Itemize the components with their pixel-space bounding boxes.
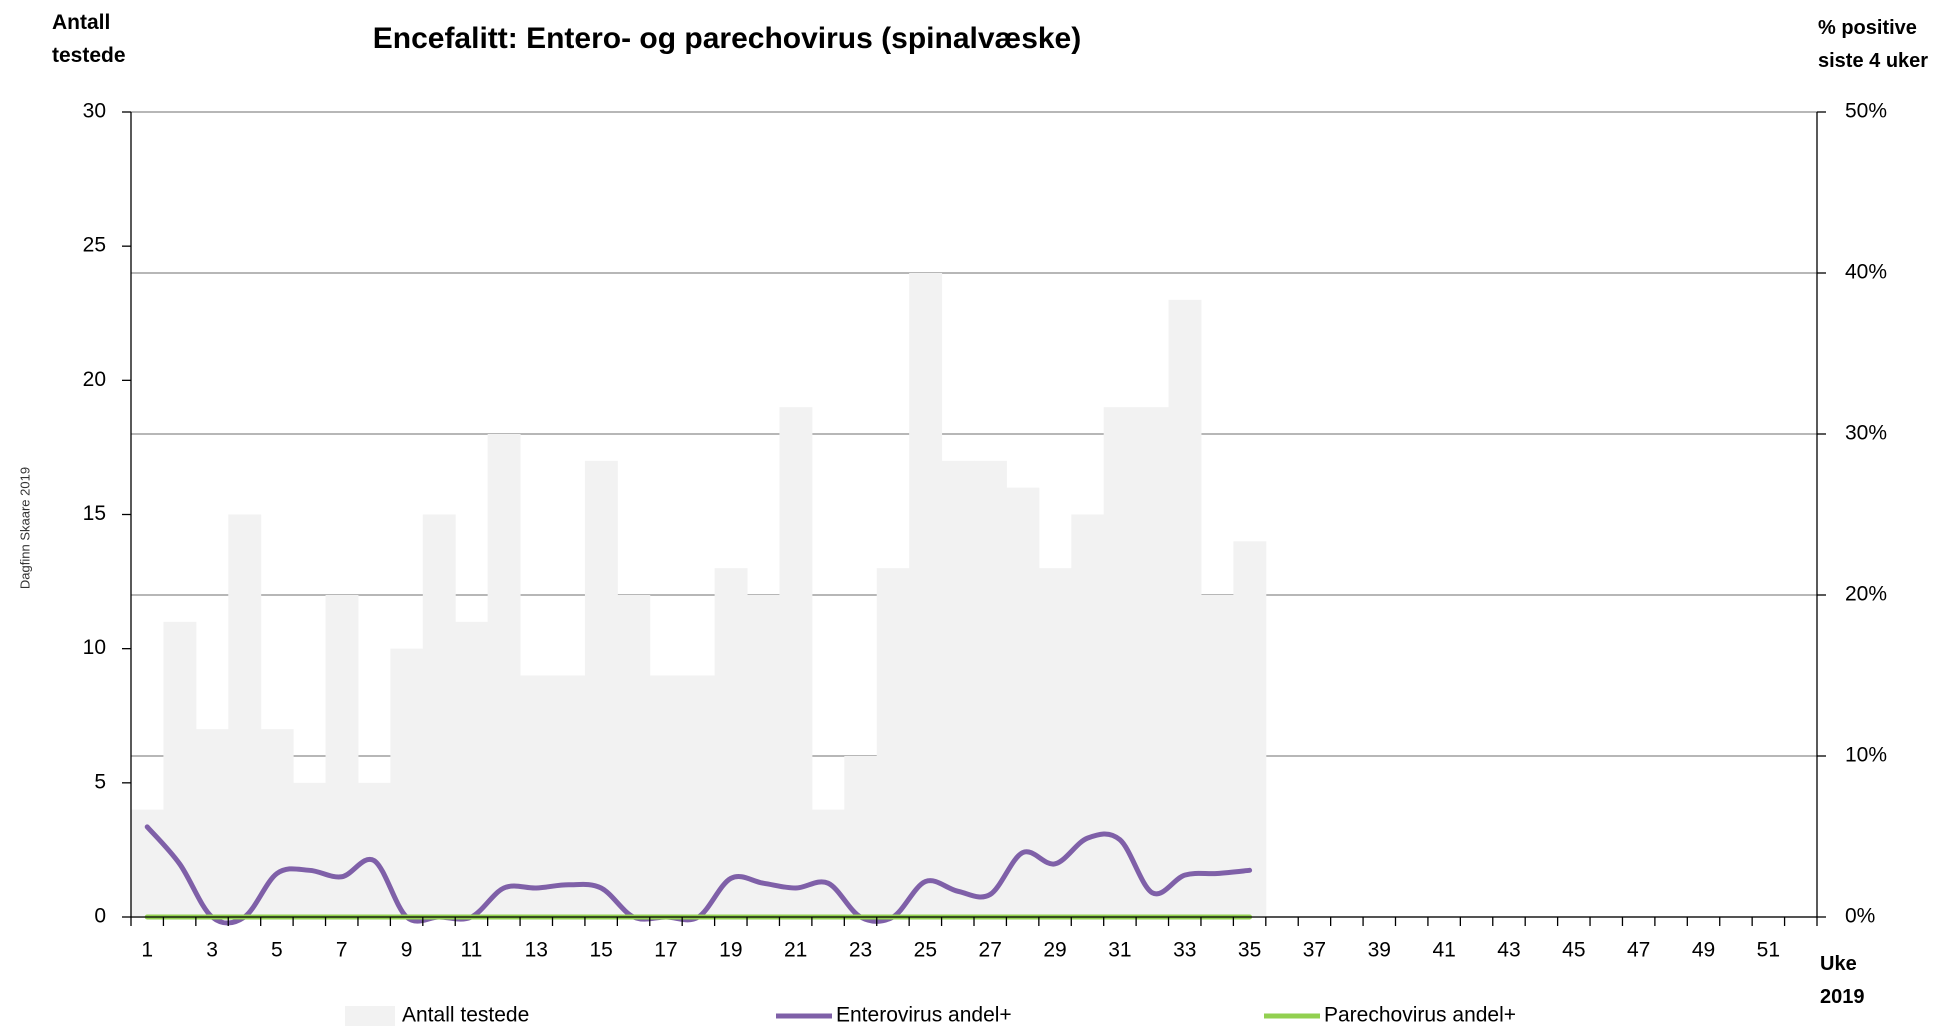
y2-tick-label: 30% <box>1845 422 1887 445</box>
x-tick-label: 5 <box>271 939 283 962</box>
y-tick-label: 10 <box>83 636 106 659</box>
bar <box>682 675 716 917</box>
bar <box>779 407 813 917</box>
bar <box>1006 487 1040 917</box>
bar <box>876 568 910 917</box>
bar <box>163 621 197 917</box>
x-tick-label: 47 <box>1627 939 1650 962</box>
legend-label: Enterovirus andel+ <box>836 1004 1012 1027</box>
y2-tick-label: 20% <box>1845 583 1887 606</box>
x-tick-label: 49 <box>1692 939 1715 962</box>
x-tick-label: 41 <box>1432 939 1455 962</box>
x-tick-label: 37 <box>1303 939 1326 962</box>
x-axis-label: Uke 2019 <box>1820 953 1865 1008</box>
x-tick-label: 27 <box>979 939 1002 962</box>
y-tick-label: 15 <box>83 502 106 525</box>
bar <box>584 460 618 917</box>
bar <box>422 514 456 917</box>
x-tick-label: 29 <box>1043 939 1066 962</box>
bar <box>747 595 780 917</box>
bar <box>649 675 683 917</box>
bar <box>1200 595 1234 917</box>
bar <box>909 273 943 917</box>
x-tick-label: 17 <box>654 939 677 962</box>
bar <box>228 514 262 917</box>
x-tick-label: 23 <box>849 939 872 962</box>
x-tick-label: 31 <box>1108 939 1131 962</box>
x-tick-label: 39 <box>1368 939 1391 962</box>
y-tick-label: 30 <box>83 100 106 123</box>
x-tick-label: 19 <box>719 939 742 962</box>
x-tick-label: 21 <box>784 939 807 962</box>
x-tick-label: 13 <box>525 939 548 962</box>
bar <box>974 460 1007 917</box>
legend-label: Antall testede <box>402 1004 529 1027</box>
y2-tick-label: 0% <box>1845 905 1875 928</box>
y2-axis-label: % positive siste 4 uker <box>1818 17 1929 72</box>
y-tick-label: 5 <box>94 770 106 793</box>
bar <box>357 782 391 917</box>
bar <box>520 675 553 917</box>
x-tick-label: 51 <box>1757 939 1780 962</box>
bar <box>714 568 748 917</box>
x-tick-label: 43 <box>1497 939 1520 962</box>
bar <box>487 434 521 917</box>
x-tick-label: 3 <box>206 939 218 962</box>
bar <box>941 460 975 917</box>
chart-title: Encefalitt: Entero- og parechovirus (spi… <box>373 22 1082 55</box>
bar <box>1071 514 1105 917</box>
legend-swatch <box>345 1006 395 1026</box>
bar <box>293 782 327 917</box>
bars <box>131 273 1267 917</box>
bar <box>617 595 651 917</box>
y2-tick-label: 10% <box>1845 744 1887 767</box>
y-axis-label: Antall testede <box>52 11 126 67</box>
bar <box>390 648 424 917</box>
y-tick-label: 20 <box>83 368 106 391</box>
bar <box>811 809 845 917</box>
watermark: Dagfinn Skaare 2019 <box>17 467 32 589</box>
x-tick-label: 33 <box>1173 939 1196 962</box>
bar <box>195 729 229 917</box>
bar <box>552 675 586 917</box>
x-tick-label: 25 <box>914 939 937 962</box>
bar <box>1136 407 1170 917</box>
y-tick-label: 0 <box>94 905 106 928</box>
bar <box>1168 299 1202 917</box>
x-tick-label: 1 <box>141 939 153 962</box>
bar <box>325 595 359 917</box>
x-tick-label: 15 <box>589 939 612 962</box>
bar <box>455 621 489 917</box>
x-tick-label: 45 <box>1562 939 1585 962</box>
x-tick-label: 7 <box>336 939 348 962</box>
y2-tick-label: 50% <box>1845 100 1887 123</box>
x-tick-label: 11 <box>461 939 483 962</box>
x-tick-label: 35 <box>1238 939 1261 962</box>
bar <box>1233 541 1267 917</box>
legend-label: Parechovirus andel+ <box>1324 1004 1516 1027</box>
bar <box>844 756 878 917</box>
y2-tick-label: 40% <box>1845 261 1887 284</box>
x-tick-label: 9 <box>401 939 413 962</box>
y-tick-label: 25 <box>83 234 106 257</box>
